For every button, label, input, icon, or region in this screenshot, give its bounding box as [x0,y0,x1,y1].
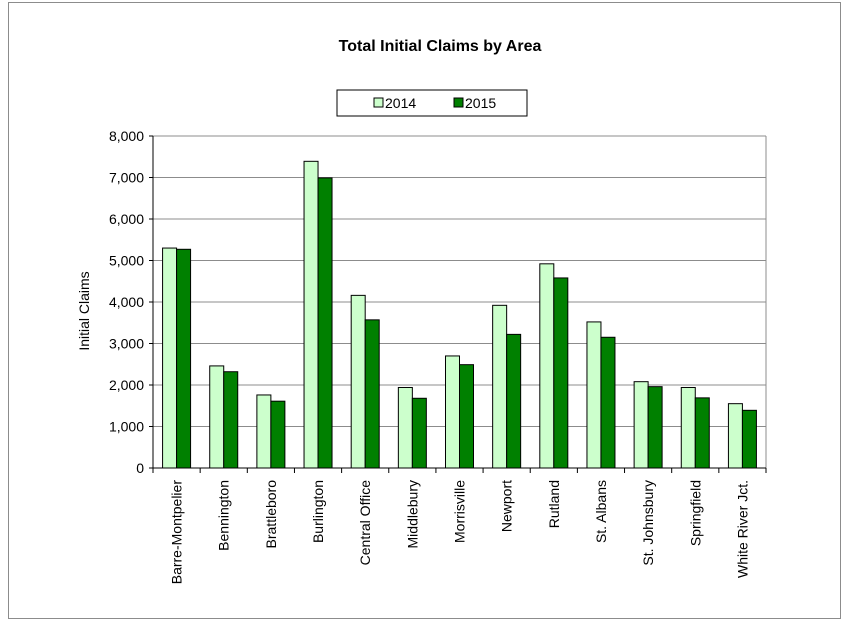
y-tick-label: 6,000 [109,211,144,227]
y-tick-label: 8,000 [109,128,144,144]
y-tick-label: 2,000 [109,377,144,393]
bar-2015-10 [647,386,663,469]
bar-2014-1 [209,365,225,469]
y-tick-label: 4,000 [109,294,144,310]
y-tick-label: 7,000 [109,170,144,186]
legend: 2014 2015 [336,89,528,117]
y-tick-label: 3,000 [109,336,144,352]
bar-2014-12 [727,403,743,469]
bar-2015-1 [223,371,239,469]
x-tick-label: Bennington [216,480,232,551]
bar-2014-5 [397,386,413,469]
gridlines [153,135,766,427]
legend-label-2015: 2015 [465,95,496,111]
bar-2014-7 [492,304,508,469]
bar-2014-0 [162,247,178,469]
bar-2015-12 [741,409,757,469]
x-tick-label: Burlington [310,480,326,543]
bar-2015-6 [459,364,474,469]
x-tick-label: Springfield [687,480,703,546]
legend-swatch-2015 [453,97,464,108]
y-tick-label: 1,000 [109,419,144,435]
x-tick-label: Rutland [546,480,562,528]
bar-2015-4 [364,319,380,469]
bar-2014-6 [445,355,460,469]
x-tick-label: Brattleboro [263,480,279,549]
bar-2015-8 [553,277,569,469]
legend-box [336,89,528,117]
bar-2015-7 [506,333,522,469]
bar-2014-10 [633,381,649,469]
bar-2015-3 [317,177,333,469]
bar-2014-4 [350,294,366,469]
x-tick-label: St. Johnsbury [640,480,656,566]
x-tick-label: St. Albans [593,480,609,543]
y-tick-label: 5,000 [109,253,144,269]
legend-label-2014: 2014 [385,95,416,111]
x-tick-label: Middlebury [404,480,420,548]
y-axis-label: Initial Claims [76,271,92,350]
x-tick-label: Barre-Montpelier [169,480,185,585]
bar-2014-8 [539,263,555,469]
bar-2014-9 [586,321,602,469]
bar-2014-2 [256,394,272,469]
y-tick-label: 0 [136,460,144,476]
legend-swatch-2014 [373,97,384,108]
bar-2014-3 [303,160,319,469]
bars [162,160,757,469]
bar-2015-11 [694,397,710,469]
x-tick-label: Morrisville [452,480,468,543]
x-tick-label: Central Office [357,480,373,566]
x-tick-label: Newport [499,480,515,532]
bar-2015-5 [411,397,427,469]
bar-2015-2 [270,400,286,469]
chart-title: Total Initial Claims by Area [339,38,542,55]
x-tick-label: White River Jct. [734,480,750,578]
bar-2015-0 [176,248,192,469]
bar-2014-11 [680,386,696,469]
y-tick-labels: 0 1,000 2,000 3,000 4,000 5,000 6,000 7,000 8,00… [109,128,153,476]
bar-2015-9 [600,336,616,469]
x-tick-labels: Barre-Montpelier Bennington Brattleboro Bur… [169,480,751,585]
